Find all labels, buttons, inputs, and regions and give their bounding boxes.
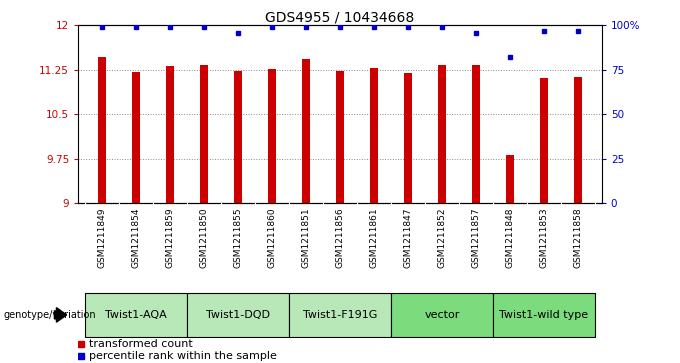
Text: Twist1-AQA: Twist1-AQA (105, 310, 167, 320)
Bar (438, 65, 446, 203)
Text: GSM1211850: GSM1211850 (199, 208, 209, 268)
Text: GSM1211860: GSM1211860 (267, 208, 277, 268)
Text: percentile rank within the sample: percentile rank within the sample (89, 351, 277, 361)
Text: transformed count: transformed count (89, 339, 193, 349)
Bar (540, 78, 548, 203)
Bar (166, 66, 174, 203)
Bar (302, 59, 310, 203)
Text: GSM1211847: GSM1211847 (403, 208, 413, 268)
Text: GSM1211854: GSM1211854 (131, 208, 141, 268)
Text: Twist1-F191G: Twist1-F191G (303, 310, 377, 320)
Text: genotype/variation: genotype/variation (3, 310, 96, 320)
Bar (506, 155, 514, 203)
Text: GSM1211859: GSM1211859 (165, 208, 175, 268)
Bar (391, 293, 493, 337)
Bar (234, 71, 242, 203)
Bar (85, 293, 187, 337)
Text: GSM1211851: GSM1211851 (301, 208, 311, 268)
Text: GSM1211848: GSM1211848 (505, 208, 515, 268)
Text: GSM1211853: GSM1211853 (539, 208, 549, 268)
Text: GSM1211861: GSM1211861 (369, 208, 379, 268)
Bar (493, 293, 595, 337)
Text: GSM1211852: GSM1211852 (437, 208, 447, 268)
Bar (370, 68, 378, 203)
Bar (132, 72, 140, 203)
Text: GSM1211855: GSM1211855 (233, 208, 243, 268)
Bar (200, 65, 208, 203)
Text: vector: vector (424, 310, 460, 320)
Text: GSM1211858: GSM1211858 (573, 208, 583, 268)
Text: GSM1211857: GSM1211857 (471, 208, 481, 268)
Bar (336, 71, 344, 203)
Text: Twist1-DQD: Twist1-DQD (206, 310, 270, 320)
Bar (574, 77, 582, 203)
Bar (404, 73, 412, 203)
Bar (472, 65, 480, 203)
Text: GSM1211856: GSM1211856 (335, 208, 345, 268)
Bar (98, 57, 106, 203)
Bar (289, 293, 391, 337)
Text: Twist1-wild type: Twist1-wild type (499, 310, 589, 320)
Title: GDS4955 / 10434668: GDS4955 / 10434668 (265, 10, 415, 24)
Bar (187, 293, 289, 337)
Text: GSM1211849: GSM1211849 (97, 208, 107, 268)
Bar (268, 69, 276, 203)
